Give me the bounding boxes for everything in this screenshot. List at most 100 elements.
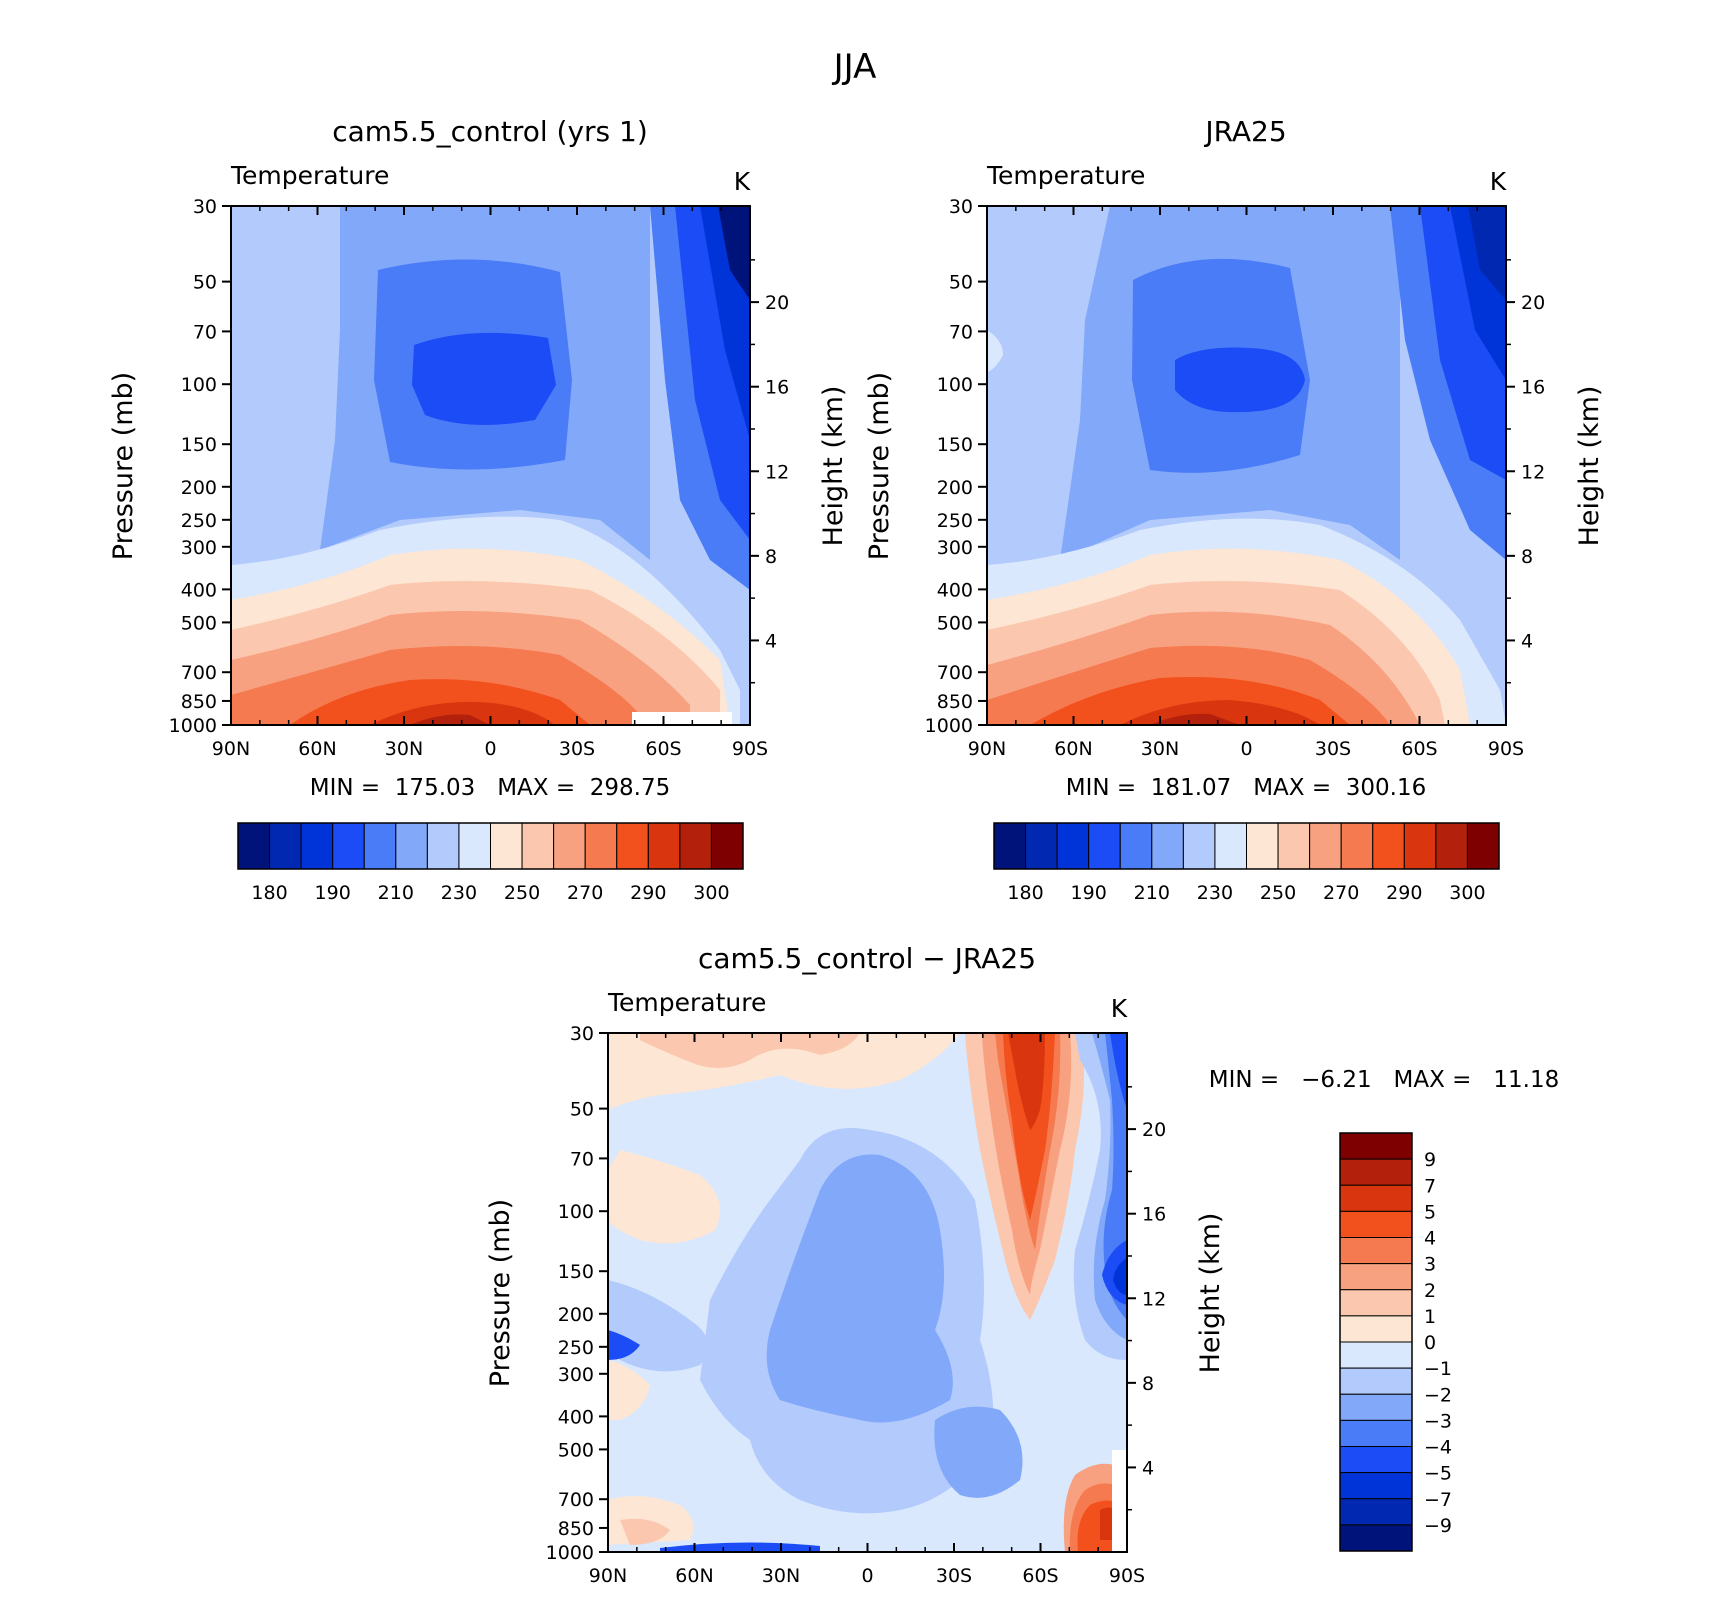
y-tick-label: 150: [181, 434, 217, 456]
y-tick-label: 250: [181, 510, 217, 532]
colorbar-box: [426, 822, 460, 870]
x-tick-label: 30S: [559, 738, 595, 760]
colorbar-label: 7: [1424, 1175, 1436, 1197]
y-right-tick-label: 4: [1521, 630, 1533, 652]
colorbar-box: [1246, 822, 1279, 870]
y-tick-label: 150: [558, 1261, 594, 1283]
colorbar-label: 180: [1007, 882, 1043, 904]
x-tick-label: 60N: [298, 738, 336, 760]
y-right-tick-label: 12: [1521, 461, 1545, 483]
colorbar-box: [1372, 822, 1405, 870]
colorbar-label: −3: [1424, 1410, 1452, 1432]
panel-diff-contour-field: [608, 1033, 1127, 1552]
colorbar-box: [521, 822, 555, 870]
y-right-tick-label: 20: [1142, 1119, 1166, 1141]
figure-title: JJA: [832, 47, 877, 87]
colorbar-box: [1403, 822, 1437, 870]
colorbar-box: [1339, 1472, 1413, 1500]
colorbar-box: [1339, 1237, 1413, 1265]
panel-model-ylabel-right: Height (km): [818, 386, 849, 547]
colorbar-box: [300, 822, 334, 870]
y-tick-label: 100: [181, 374, 217, 396]
y-tick-label: 50: [949, 272, 973, 294]
y-tick-label: 1000: [169, 715, 217, 737]
colorbar-label: 290: [630, 882, 666, 904]
panel-obs-stats: MIN = 181.07 MAX = 300.16: [1066, 775, 1426, 801]
colorbar-box: [1339, 1341, 1413, 1369]
panel-obs-title: JRA25: [1203, 115, 1286, 148]
x-tick-label: 90S: [732, 738, 768, 760]
y-tick-label: 500: [558, 1439, 594, 1461]
colorbar-box: [1309, 822, 1342, 870]
panel-obs-ylabel-right: Height (km): [1574, 386, 1605, 547]
colorbar-box: [363, 822, 397, 870]
colorbar-box: [1339, 1132, 1413, 1160]
x-tick-label: 30N: [1141, 738, 1179, 760]
panel-model-title: cam5.5_control (yrs 1): [332, 115, 648, 148]
panel-diff-units: K: [1111, 994, 1128, 1023]
colorbar-label: 4: [1424, 1228, 1436, 1250]
y-right-tick-label: 20: [765, 292, 789, 314]
colorbar-box: [553, 822, 586, 870]
colorbar-frame: [993, 822, 1500, 870]
y-tick-label: 250: [937, 510, 973, 532]
y-tick-label: 850: [558, 1518, 594, 1540]
colorbar-box: [1339, 1158, 1413, 1186]
colorbar-box: [1339, 1446, 1413, 1474]
colorbar-box: [1435, 822, 1468, 870]
colorbar-label: 180: [251, 882, 287, 904]
y-right-tick-label: 12: [765, 461, 789, 483]
colorbar-label: 250: [504, 882, 540, 904]
y-tick-label: 500: [181, 612, 217, 634]
y-tick-label: 200: [937, 477, 973, 499]
colorbar-label: 9: [1424, 1149, 1436, 1171]
colorbar-frame: [1339, 1132, 1413, 1552]
y-tick-label: 100: [558, 1201, 594, 1223]
x-tick-label: 60S: [1401, 738, 1437, 760]
colorbar-label: 190: [315, 882, 351, 904]
x-tick-label: 60N: [1054, 738, 1092, 760]
panel-model-contour-field: [231, 206, 750, 725]
panel-obs-left-title: Temperature: [986, 161, 1145, 190]
y-tick-label: 700: [181, 662, 217, 684]
colorbar-box: [1214, 822, 1247, 870]
colorbar-box: [490, 822, 523, 870]
x-tick-label: 30N: [762, 1565, 800, 1587]
y-tick-label: 200: [558, 1304, 594, 1326]
y-right-tick-label: 16: [1521, 377, 1545, 399]
x-tick-label: 90N: [968, 738, 1006, 760]
colorbar-box: [1339, 1210, 1413, 1238]
panel-obs-axes: 90N 60N 30N 0 30S 60S 90S 30 50 70 100 150 200 250 300…: [925, 196, 1546, 760]
panel-diff: cam5.5_control − JRA25 Temperature K: [485, 942, 1559, 1587]
colorbar-label: 250: [1260, 882, 1296, 904]
colorbar-label: 0: [1424, 1332, 1436, 1354]
colorbar-label: 230: [441, 882, 477, 904]
colorbar-label: 270: [1323, 882, 1359, 904]
x-tick-label: 60S: [645, 738, 681, 760]
y-tick-label: 300: [937, 537, 973, 559]
colorbar-box: [1151, 822, 1184, 870]
y-right-tick-label: 16: [765, 377, 789, 399]
colorbar-box: [1277, 822, 1311, 870]
x-tick-label: 30S: [936, 1565, 972, 1587]
y-tick-label: 50: [570, 1099, 594, 1121]
colorbar-box: [1119, 822, 1153, 870]
colorbar-label: −5: [1424, 1463, 1452, 1485]
colorbar-box: [1088, 822, 1121, 870]
panel-diff-title: cam5.5_control − JRA25: [698, 942, 1036, 975]
colorbar-frame: [237, 822, 744, 870]
colorbar-box: [1339, 1393, 1413, 1421]
colorbar-box: [269, 822, 302, 870]
panel-obs-contour-field: [987, 206, 1506, 725]
x-tick-label: 90N: [212, 738, 250, 760]
y-tick-label: 250: [558, 1337, 594, 1359]
panel-diff-ylabel: Pressure (mb): [485, 1199, 516, 1387]
colorbar-label: 290: [1386, 882, 1422, 904]
y-tick-label: 200: [181, 477, 217, 499]
y-right-tick-label: 4: [765, 630, 777, 652]
colorbar-label: −7: [1424, 1489, 1452, 1511]
panel-model-units: K: [734, 167, 751, 196]
colorbar-box: [1339, 1498, 1413, 1526]
panel-obs-units: K: [1490, 167, 1507, 196]
